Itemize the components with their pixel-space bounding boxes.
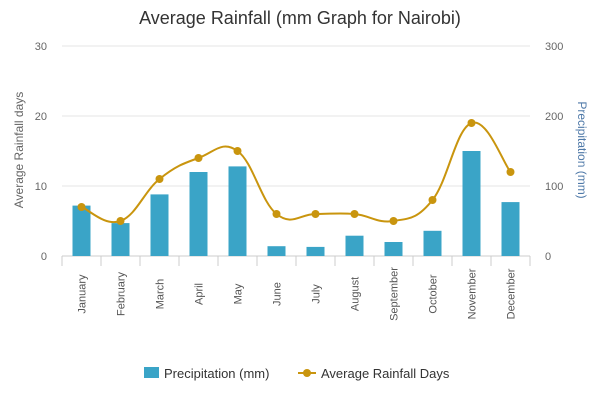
precipitation-bar xyxy=(306,246,325,256)
rainfall-days-point xyxy=(155,175,164,183)
precipitation-bar xyxy=(345,235,364,256)
x-tick-label: November xyxy=(467,268,479,319)
x-tick-label: June xyxy=(272,282,284,306)
rainfall-days-point xyxy=(428,196,437,204)
rainfall-days-point xyxy=(311,210,320,218)
x-tick-label: September xyxy=(389,267,401,321)
rainfall-days-point xyxy=(116,217,125,225)
precipitation-bar xyxy=(228,166,247,256)
rainfall-days-point xyxy=(389,217,398,225)
right-tick-label: 300 xyxy=(545,41,563,53)
rainfall-days-point xyxy=(77,203,86,211)
rainfall-days-line xyxy=(77,119,515,225)
left-tick-label: 20 xyxy=(35,111,47,123)
rainfall-days-point xyxy=(506,168,515,176)
rainfall-days-point xyxy=(233,147,242,155)
precipitation-bar xyxy=(150,194,169,256)
left-axis-title: Average Rainfall days xyxy=(12,92,26,209)
precipitation-bar xyxy=(72,205,91,256)
legend-swatch-bar xyxy=(144,367,159,378)
rainfall-days-point xyxy=(272,210,281,218)
legend-label-precipitation: Precipitation (mm) xyxy=(164,366,269,381)
x-axis: January February March April May June July Augu… xyxy=(61,256,531,321)
x-tick-label: August xyxy=(350,277,362,311)
x-tick-label: July xyxy=(311,284,323,304)
right-tick-label: 100 xyxy=(545,181,563,193)
left-tick-label: 0 xyxy=(41,251,47,263)
grid-lines xyxy=(62,45,530,257)
x-tick-label: October xyxy=(428,274,440,313)
right-axis-ticks: 0 100 200 300 xyxy=(545,41,563,263)
precipitation-bar xyxy=(384,242,403,256)
right-tick-label: 0 xyxy=(545,251,551,263)
x-tick-label: February xyxy=(116,271,128,316)
precipitation-bars xyxy=(72,151,520,256)
legend-item-precipitation[interactable]: Precipitation (mm) xyxy=(144,366,269,381)
x-tick-label: January xyxy=(77,274,89,314)
x-tick-label: March xyxy=(155,279,167,310)
rainfall-days-point xyxy=(194,154,203,162)
rainfall-days-point xyxy=(467,119,476,127)
x-tick-label: April xyxy=(194,283,206,305)
legend: Precipitation (mm) Average Rainfall Days xyxy=(144,366,450,381)
precipitation-bar xyxy=(111,223,130,256)
legend-item-rainfall-days[interactable]: Average Rainfall Days xyxy=(298,366,450,381)
precipitation-bar xyxy=(462,151,481,256)
right-axis-title: Precipitation (mm) xyxy=(575,101,589,198)
rainfall-days-point xyxy=(350,210,359,218)
precipitation-bar xyxy=(501,202,520,256)
legend-label-rainfall-days: Average Rainfall Days xyxy=(321,366,450,381)
precipitation-bar xyxy=(423,230,442,256)
left-tick-label: 30 xyxy=(35,41,47,53)
left-tick-label: 10 xyxy=(35,181,47,193)
rainfall-days-line-path xyxy=(81,121,512,224)
precipitation-bar xyxy=(267,246,286,256)
precipitation-bar xyxy=(189,172,208,256)
x-tick-label: December xyxy=(506,268,518,319)
legend-swatch-marker xyxy=(303,369,311,377)
left-axis-ticks: 0 10 20 30 xyxy=(35,41,47,263)
x-tick-label: May xyxy=(233,283,245,304)
right-tick-label: 200 xyxy=(545,111,563,123)
chart-title: Average Rainfall (mm Graph for Nairobi) xyxy=(139,8,461,28)
